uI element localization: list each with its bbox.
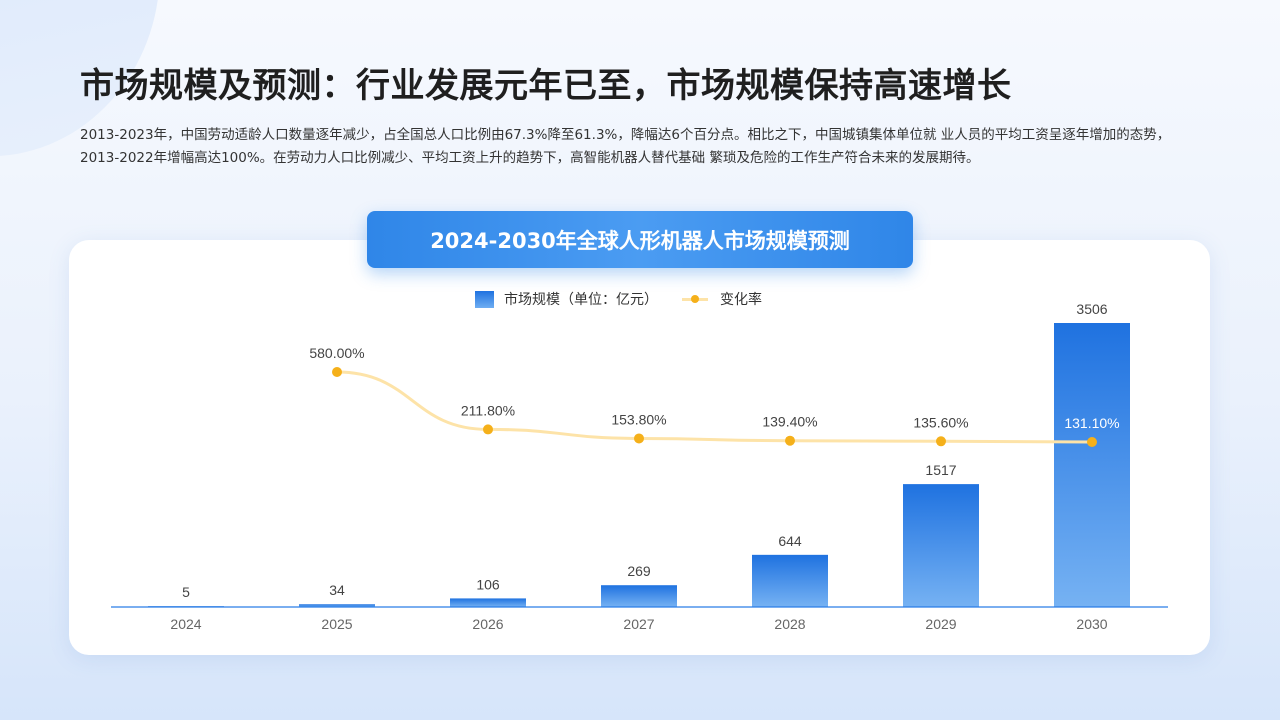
rate-label-2029: 135.60%: [913, 414, 968, 430]
bar-value-label-2024: 5: [182, 584, 190, 600]
bar-value-label-2027: 269: [627, 563, 651, 579]
rate-label-2028: 139.40%: [762, 414, 817, 430]
rate-label-2026: 211.80%: [461, 402, 515, 418]
rate-label-2030: 131.10%: [1064, 415, 1119, 431]
change-rate-line: [335, 370, 1094, 444]
bar-2025: [299, 604, 375, 607]
bar-value-label-2030: 3506: [1076, 301, 1107, 317]
bar-value-label-2028: 644: [778, 533, 802, 549]
x-tick-label-2026: 2026: [472, 616, 503, 632]
x-tick-label-2030: 2030: [1076, 616, 1107, 632]
rate-point-2027: [634, 433, 644, 444]
x-tick-label-2027: 2027: [623, 616, 654, 632]
rate-label-2025: 580.00%: [309, 345, 364, 361]
intro-paragraph: 2013-2023年，中国劳动适龄人口数量逐年减少，占全国总人口比例由67.3%…: [80, 127, 1171, 166]
legend-bar-swatch: [475, 290, 494, 308]
x-tick-label-2028: 2028: [774, 616, 805, 632]
chart-legend: 市场规模（单位：亿元） 变化率: [475, 288, 762, 310]
rate-point-2028: [785, 435, 795, 446]
legend-bar-label: 市场规模（单位：亿元）: [504, 292, 658, 308]
bar-2030: [1054, 323, 1130, 607]
bar-2028: [752, 554, 828, 607]
line-layer: [332, 367, 1097, 447]
x-tick-label-2029: 2029: [925, 616, 956, 632]
rate-point-2025: [332, 367, 342, 377]
bar-value-label-2029: 1517: [925, 462, 956, 478]
bar-value-label-2025: 34: [329, 582, 345, 598]
x-tick-label-2025: 2025: [321, 616, 352, 632]
rate-point-2029: [936, 436, 946, 447]
bar-2026: [450, 598, 526, 607]
bars-layer: [111, 323, 1168, 608]
labels-layer: 5 34 106 269 644 1517 3506 2024 2025 2026 2027 2028…: [170, 301, 1119, 632]
legend-line-label: 变化率: [720, 292, 762, 308]
rate-label-2027: 153.80%: [611, 411, 666, 427]
rate-point-2030: [1087, 437, 1097, 447]
page-title: 市场规模及预测：行业发展元年已至，市场规模保持高速增长: [80, 66, 1012, 106]
bar-2029: [903, 484, 979, 607]
bar-value-label-2026: 106: [476, 576, 500, 592]
x-tick-label-2024: 2024: [170, 616, 201, 632]
chart-title: 2024-2030年全球人形机器人市场规模预测: [367, 211, 913, 268]
rate-point-2026: [483, 424, 493, 435]
legend-line-swatch: [682, 294, 708, 303]
bar-2027: [601, 585, 677, 607]
